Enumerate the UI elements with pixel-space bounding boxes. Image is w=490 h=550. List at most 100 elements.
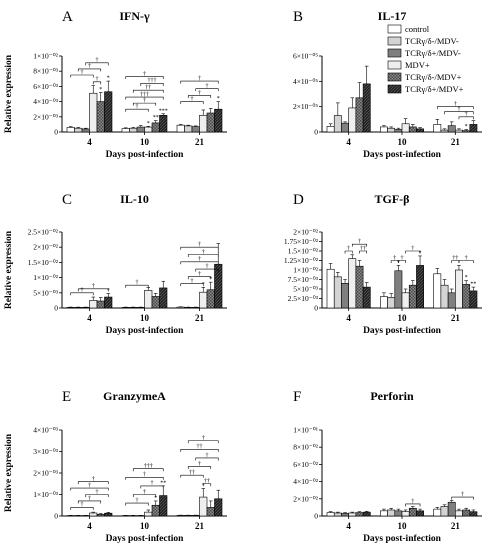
significance-mark: † xyxy=(401,255,404,261)
y-tick-label: 4×10⁻⁰⁵ xyxy=(293,77,318,86)
bar xyxy=(394,129,403,133)
bar xyxy=(355,512,364,517)
x-tick-label: 4 xyxy=(87,137,92,147)
bar xyxy=(387,297,396,309)
star-mark: * xyxy=(107,76,110,82)
y-tick-label: 0 xyxy=(54,128,58,137)
legend-swatch xyxy=(387,84,402,94)
bar xyxy=(74,127,83,133)
significance-bracket xyxy=(344,250,353,254)
significance-bracket xyxy=(451,496,474,500)
x-axis-label: Days post-infection xyxy=(106,326,185,336)
bar xyxy=(199,291,208,309)
bar xyxy=(191,515,200,517)
legend-label: TCRγ/δ+/MDV- xyxy=(405,48,461,58)
significance-mark: † xyxy=(465,112,468,118)
star-mark: *** xyxy=(159,108,168,114)
bar xyxy=(440,284,449,309)
significance-bracket xyxy=(187,276,212,280)
y-tick-label: 8×10⁻⁰² xyxy=(293,443,318,452)
bar xyxy=(394,270,403,309)
y-tick-label: 1×10⁻⁰² xyxy=(293,266,318,275)
significance-bracket xyxy=(132,102,157,106)
bar xyxy=(447,125,456,133)
significance-mark: † xyxy=(96,58,99,64)
x-tick-label: 4 xyxy=(346,137,351,147)
significance-mark: † xyxy=(191,96,194,102)
bar xyxy=(151,296,160,309)
significance-mark: † xyxy=(202,249,205,255)
y-tick-label: 1×10⁻⁰³ xyxy=(33,490,58,499)
bar xyxy=(104,91,113,133)
significance-mark: † xyxy=(411,499,414,505)
bar xyxy=(159,114,168,133)
bar xyxy=(176,306,185,309)
significance-bracket xyxy=(195,457,219,461)
significance-bracket xyxy=(195,88,219,92)
bar xyxy=(184,515,193,517)
significance-bracket xyxy=(458,116,474,120)
significance-bracket xyxy=(458,260,474,263)
bar xyxy=(206,289,215,309)
bar xyxy=(66,127,75,133)
bar xyxy=(440,129,449,133)
y-tick-label: 1×10⁻⁰² xyxy=(33,273,58,282)
significance-bracket xyxy=(132,468,164,472)
bar xyxy=(81,515,90,517)
bar xyxy=(144,290,153,309)
significance-mark: † xyxy=(88,483,91,489)
significance-bracket xyxy=(132,89,164,93)
panel-letter: B xyxy=(293,9,303,25)
y-tick-label: 1.75×10⁻⁰² xyxy=(284,237,319,246)
significance-bracket xyxy=(359,250,368,254)
bar xyxy=(159,287,168,309)
significance-bracket xyxy=(180,474,204,478)
bar xyxy=(129,127,138,133)
significance-mark: † xyxy=(347,246,350,252)
significance-bracket xyxy=(398,260,406,263)
bar xyxy=(440,506,449,517)
y-tick-label: 0 xyxy=(54,304,58,313)
x-tick-label: 21 xyxy=(195,313,205,323)
significance-mark: † xyxy=(143,71,146,77)
x-tick-label: 21 xyxy=(195,521,205,531)
legend-swatch xyxy=(387,24,402,34)
significance-mark: † xyxy=(457,107,460,113)
bar xyxy=(355,97,364,133)
significance-mark: † xyxy=(198,271,201,277)
significance-bracket xyxy=(202,483,212,487)
y-tick-label: 1.5×10⁻⁰² xyxy=(28,258,59,267)
x-axis-label: Days post-infection xyxy=(363,150,442,160)
y-tick-label: 8×10⁻⁰³ xyxy=(33,67,58,76)
bar xyxy=(401,292,410,309)
legend-swatch xyxy=(387,48,402,58)
significance-mark: † xyxy=(198,242,201,248)
bar xyxy=(447,292,456,309)
bar xyxy=(184,307,193,309)
significance-mark: † xyxy=(411,246,414,252)
star-mark: ** xyxy=(470,282,476,288)
significance-mark: † xyxy=(465,255,468,261)
significance-bracket xyxy=(125,96,164,100)
bar xyxy=(341,513,349,517)
significance-bracket xyxy=(125,108,149,112)
significance-bracket xyxy=(77,288,109,292)
significance-mark: † xyxy=(151,481,154,487)
significance-mark: † xyxy=(206,453,209,459)
y-tick-label: 4×10⁻⁰² xyxy=(293,477,318,486)
bar xyxy=(433,273,442,309)
bar xyxy=(104,512,113,517)
legend-swatch xyxy=(387,36,402,46)
bar xyxy=(96,513,105,517)
y-tick-label: 2×10⁻⁰³ xyxy=(33,112,58,121)
bar xyxy=(104,296,113,309)
panel-letter: D xyxy=(293,192,304,208)
bar xyxy=(121,307,130,309)
star-mark: * xyxy=(397,260,400,266)
bar xyxy=(326,512,335,517)
bar xyxy=(136,126,145,133)
bar xyxy=(89,300,98,309)
bar xyxy=(81,307,90,309)
bar xyxy=(206,507,215,517)
